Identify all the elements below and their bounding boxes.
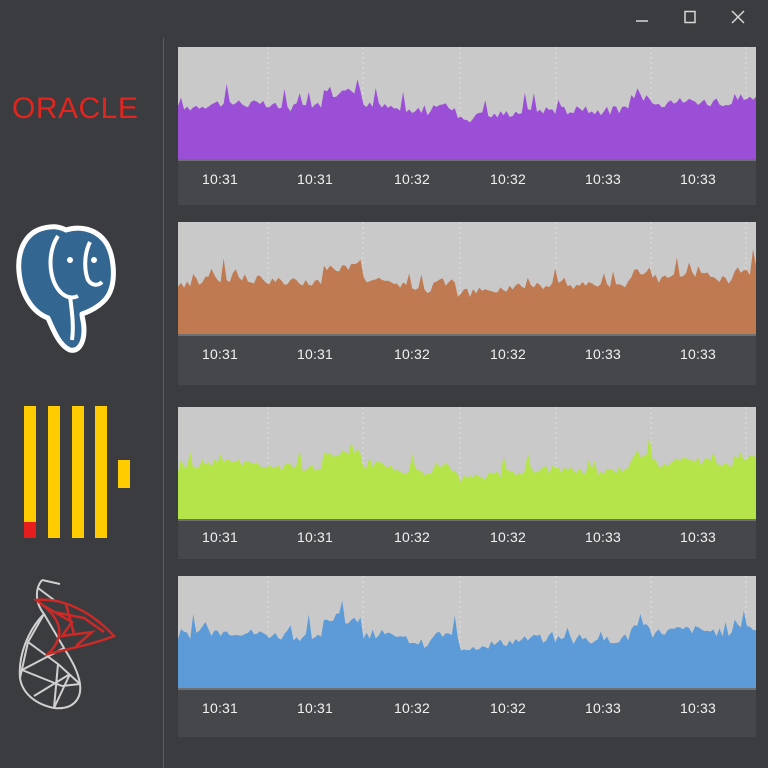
postgresql-logo[interactable] (14, 222, 120, 356)
series-area (178, 600, 756, 688)
x-tick-label: 10:33 (584, 346, 622, 362)
x-tick-label: 10:33 (679, 529, 717, 545)
close-icon (731, 10, 745, 24)
oracle-logo[interactable]: ORACLE (12, 92, 142, 126)
x-tick-label: 10:32 (393, 529, 431, 545)
area-chart (178, 576, 756, 688)
chart-panel: 10:31 10:31 10:32 10:32 10:33 10:33 (178, 407, 756, 559)
area-chart (178, 222, 756, 334)
sql-server-icon (18, 579, 117, 710)
x-tick-label: 10:31 (296, 700, 334, 716)
x-tick-label: 10:32 (489, 171, 527, 187)
x-tick-label: 10:32 (489, 529, 527, 545)
sql-server-logo[interactable] (14, 574, 120, 712)
x-tick-label: 10:31 (296, 171, 334, 187)
window-controls (618, 6, 762, 28)
elephant-icon (16, 224, 116, 353)
series-area (178, 249, 756, 334)
x-tick-label: 10:31 (296, 346, 334, 362)
oracle-wordmark: ORACLE (12, 92, 139, 125)
series-area (178, 79, 756, 159)
x-tick-label: 10:33 (679, 700, 717, 716)
x-axis-line (178, 519, 756, 521)
sidebar-divider (163, 38, 164, 768)
x-tick-label: 10:32 (393, 171, 431, 187)
x-axis-line (178, 334, 756, 336)
x-tick-label: 10:33 (679, 346, 717, 362)
chart-panel: 10:31 10:31 10:32 10:32 10:33 10:33 (178, 222, 756, 385)
x-tick-label: 10:32 (489, 700, 527, 716)
area-chart (178, 47, 756, 159)
maximize-button[interactable] (666, 6, 714, 28)
x-tick-label: 10:33 (584, 529, 622, 545)
x-tick-label: 10:31 (296, 529, 334, 545)
bars-icon (24, 406, 130, 538)
chart-plot-area (178, 47, 756, 159)
x-tick-label: 10:31 (201, 346, 239, 362)
x-tick-label: 10:33 (584, 700, 622, 716)
chart-plot-area (178, 576, 756, 688)
x-axis-line (178, 159, 756, 161)
x-tick-label: 10:32 (393, 700, 431, 716)
x-tick-label: 10:32 (489, 346, 527, 362)
close-button[interactable] (714, 6, 762, 28)
x-tick-label: 10:31 (201, 700, 239, 716)
x-tick-label: 10:31 (201, 529, 239, 545)
maximize-icon (684, 10, 696, 24)
x-tick-label: 10:33 (584, 171, 622, 187)
clickhouse-logo[interactable] (24, 406, 132, 540)
x-axis-line (178, 688, 756, 690)
chart-panel: 10:31 10:31 10:32 10:32 10:33 10:33 (178, 576, 756, 737)
x-tick-label: 10:32 (393, 346, 431, 362)
minimize-icon (636, 20, 648, 22)
chart-plot-area (178, 222, 756, 334)
minimize-button[interactable] (618, 6, 666, 28)
chart-plot-area (178, 407, 756, 519)
x-tick-label: 10:33 (679, 171, 717, 187)
area-chart (178, 407, 756, 519)
x-tick-label: 10:31 (201, 171, 239, 187)
chart-panel: 10:31 10:31 10:32 10:32 10:33 10:33 (178, 47, 756, 205)
series-area (178, 435, 756, 519)
